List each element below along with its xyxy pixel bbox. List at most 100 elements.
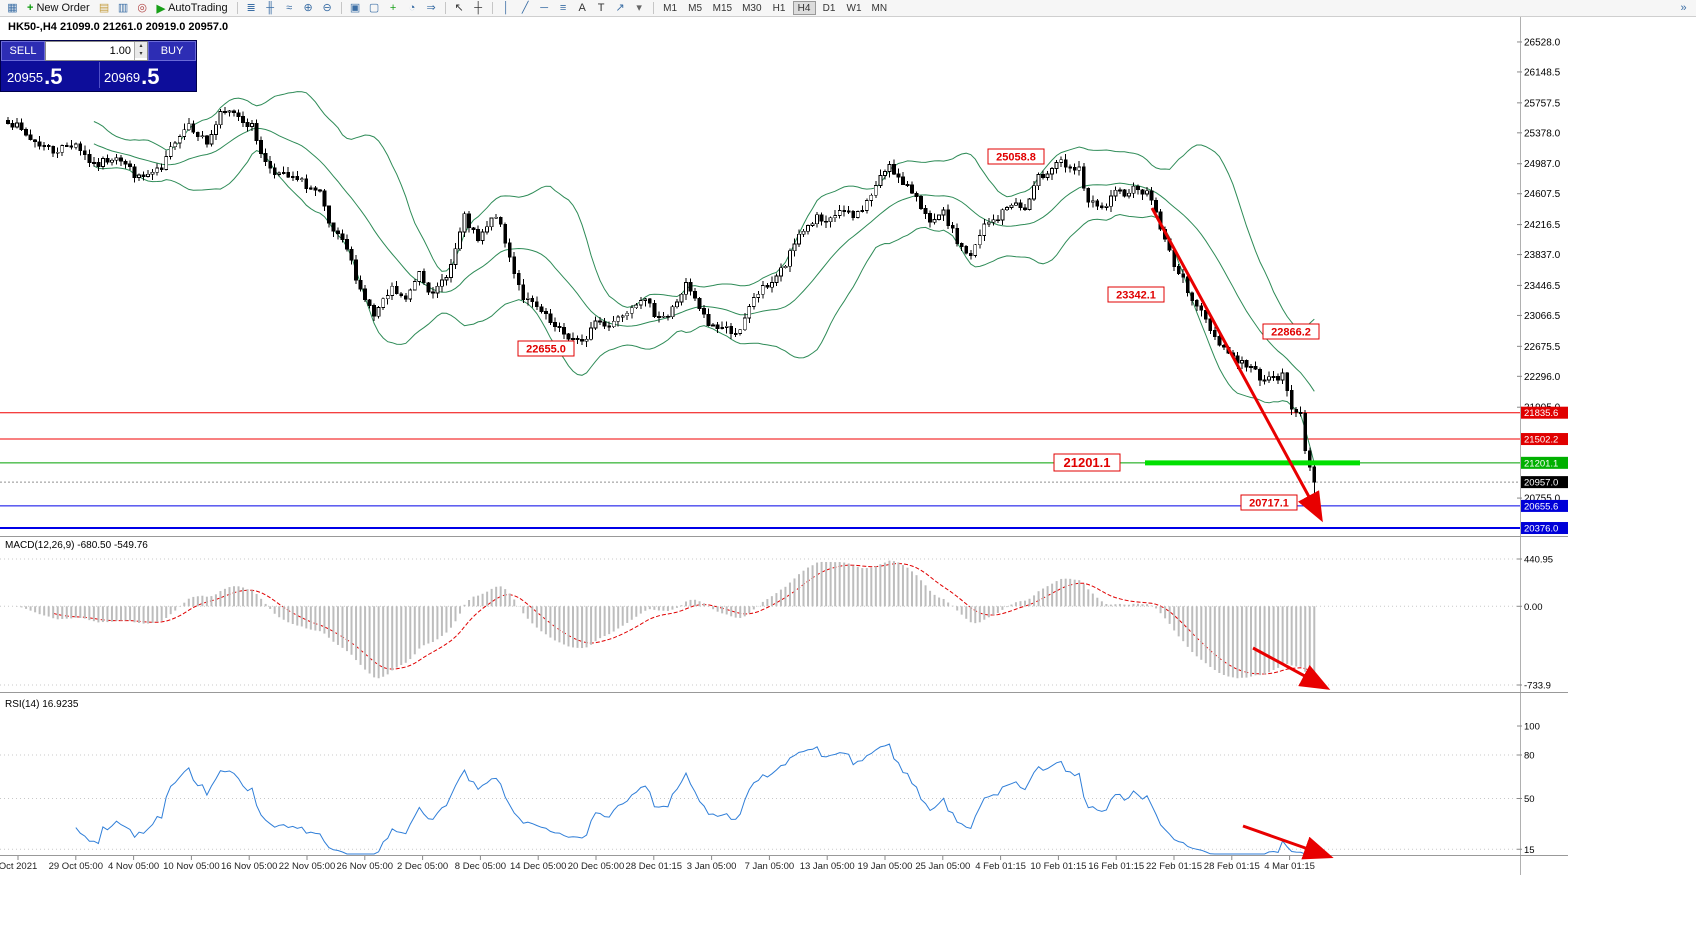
- price-tick-label: 23066.5: [1524, 311, 1561, 322]
- time-label: 25 Jan 05:00: [915, 861, 970, 872]
- price-tick-label: 23446.5: [1524, 281, 1561, 292]
- time-label: 19 Jan 05:00: [858, 861, 913, 872]
- rsi-downtrend-arrow[interactable]: [1242, 824, 1334, 860]
- price-badge-label: 20655.6: [1524, 501, 1558, 512]
- macd-histogram: [16, 560, 1316, 684]
- new-order-button[interactable]: + New Order: [22, 1, 95, 16]
- chart-window-icon[interactable]: ▦: [7, 1, 18, 14]
- text-label-icon[interactable]: T: [597, 1, 605, 14]
- price-tick-label: 25378.0: [1524, 128, 1561, 139]
- new-order-button-label: New Order: [36, 2, 90, 14]
- price-tick-label: 23837.0: [1524, 250, 1561, 261]
- price-badge-20376.0: [1521, 522, 1568, 535]
- time-label: 13 Jan 05:00: [800, 861, 855, 872]
- timeframe-button-d1[interactable]: D1: [822, 3, 836, 14]
- autotrading-button-label: AutoTrading: [168, 2, 228, 14]
- timeframe-button-h1[interactable]: H1: [772, 3, 786, 14]
- volume-input[interactable]: 1.00 ▴ ▾: [45, 41, 148, 61]
- volume-stepper[interactable]: ▴ ▾: [134, 42, 147, 60]
- fibonacci-icon[interactable]: ≡: [559, 1, 567, 14]
- price-badge-21835.6: [1521, 406, 1568, 419]
- auto-arrange-icon[interactable]: ▢: [368, 1, 380, 14]
- sell-price[interactable]: 20955.5: [7, 66, 95, 88]
- market-watch-icon[interactable]: ▤: [98, 1, 110, 14]
- timeframe-button-m15[interactable]: M15: [712, 3, 733, 14]
- zoom-in-icon[interactable]: ⊕: [303, 1, 313, 14]
- data-window-icon[interactable]: ▥: [117, 1, 129, 14]
- svg-text:21201.1: 21201.1: [1064, 455, 1111, 470]
- vertical-line-icon[interactable]: │: [502, 1, 510, 14]
- price-callout-23342.1[interactable]: 23342.1: [1107, 286, 1165, 303]
- bar-chart-mode-icon[interactable]: ≣: [246, 1, 256, 14]
- tile-windows-icon[interactable]: ▣: [349, 1, 361, 14]
- horizontal-price-lines: [0, 412, 1520, 530]
- timeframe-button-m1[interactable]: M1: [663, 3, 678, 14]
- time-label: 4 Feb 01:15: [975, 861, 1026, 872]
- autotrading-button[interactable]: ▶ AutoTrading: [152, 1, 233, 16]
- rsi-panel: 100 80 50 15 RSI(14) 16.9235: [0, 699, 1540, 856]
- sell-button[interactable]: SELL: [1, 41, 45, 61]
- time-label: 3 Jan 05:00: [687, 861, 737, 872]
- cursor-icon[interactable]: ↖: [454, 1, 464, 14]
- macd-panel: 440.95 0.00 -733.9 MACD(12,26,9) -680.50 -5…: [0, 540, 1553, 692]
- autotrading-play-icon: ▶: [156, 2, 166, 15]
- price-callout-20717.1[interactable]: 20717.1: [1240, 494, 1298, 511]
- timeframe-button-h4[interactable]: H4: [792, 1, 816, 15]
- time-label: 29 Oct 05:00: [49, 861, 103, 872]
- price-callout-25058.8[interactable]: 25058.8: [987, 148, 1045, 165]
- new-order-plus-icon: +: [27, 2, 34, 14]
- candlestick-mode-icon[interactable]: ╫: [266, 1, 275, 14]
- zoom-out-icon[interactable]: ⊖: [322, 1, 332, 14]
- macd-scale-label: 0.00: [1524, 602, 1543, 613]
- time-label: 26 Nov 05:00: [337, 861, 394, 872]
- price-badge-label: 20376.0: [1524, 524, 1558, 535]
- time-label: 4 Mar 01:15: [1264, 861, 1315, 872]
- rsi-level-label: 15: [1524, 845, 1535, 856]
- line-chart-mode-icon[interactable]: ≈: [286, 1, 293, 14]
- main-downtrend-arrow[interactable]: [1150, 207, 1323, 523]
- time-label: 28 Dec 01:15: [626, 861, 683, 872]
- price-badge-20655.6: [1521, 499, 1568, 512]
- time-label: 16 Feb 01:15: [1088, 861, 1144, 872]
- period-icon[interactable]: ◔: [408, 1, 416, 14]
- timeframe-button-w1[interactable]: W1: [846, 3, 862, 14]
- toolbar-separator: [491, 2, 493, 14]
- time-label: 28 Feb 01:15: [1204, 861, 1260, 872]
- timeframe-button-m5[interactable]: M5: [688, 3, 703, 14]
- price-callout-22866.2[interactable]: 22866.2: [1262, 323, 1320, 340]
- text-icon[interactable]: A: [578, 1, 586, 14]
- macd-downtrend-arrow[interactable]: [1252, 646, 1331, 690]
- price-tick-label: 24216.5: [1524, 220, 1561, 231]
- buy-button[interactable]: BUY: [148, 41, 196, 61]
- macd-indicator-label: MACD(12,26,9) -680.50 -549.76: [5, 540, 148, 551]
- horizontal-line-icon[interactable]: ─: [540, 1, 549, 14]
- price-callout-21201.1[interactable]: 21201.1: [1053, 453, 1121, 472]
- crosshair-icon[interactable]: ┼: [474, 1, 483, 14]
- time-label: 10 Feb 01:15: [1030, 861, 1086, 872]
- stepper-up-icon[interactable]: ▴: [135, 42, 147, 50]
- timeframe-button-mn[interactable]: MN: [871, 3, 888, 14]
- timeframe-button-m30[interactable]: M30: [742, 3, 762, 14]
- time-label: 4 Nov 05:00: [108, 861, 159, 872]
- stepper-down-icon[interactable]: ▾: [135, 50, 147, 58]
- symbol-ohlc-header: HK50-,H4 21099.0 21261.0 20919.0 20957.0: [8, 21, 229, 33]
- trendline-icon[interactable]: ╱: [521, 1, 529, 14]
- price-badge-21201.1: [1521, 456, 1568, 469]
- price-badge-21502.2: [1521, 433, 1568, 446]
- price-badge-label: 20957.0: [1524, 478, 1558, 489]
- price-tick-label: 22675.5: [1524, 342, 1561, 353]
- price-callout-22655.0[interactable]: 22655.0: [517, 340, 575, 357]
- arrows-dropdown-caret-icon[interactable]: ▾: [636, 1, 642, 14]
- price-badge-label: 21835.6: [1524, 408, 1558, 419]
- rsi-line: [75, 743, 1315, 855]
- arrows-icon[interactable]: ↗: [615, 1, 625, 14]
- chart-shift-icon[interactable]: ⇒: [426, 1, 436, 14]
- toolbar-overflow-icon[interactable]: »: [1680, 1, 1687, 14]
- add-indicator-icon[interactable]: +: [389, 1, 397, 14]
- time-label: 20 Dec 05:00: [568, 861, 625, 872]
- chart-area[interactable]: 26528.0 26148.5 25757.5 25378.0 24987.0 24607…: [0, 17, 1696, 940]
- buy-price[interactable]: 20969.5: [104, 66, 192, 88]
- navigator-icon[interactable]: ◎: [137, 1, 147, 14]
- sell-price-main: 20955: [7, 70, 44, 85]
- buy-price-frac: .5: [141, 64, 160, 89]
